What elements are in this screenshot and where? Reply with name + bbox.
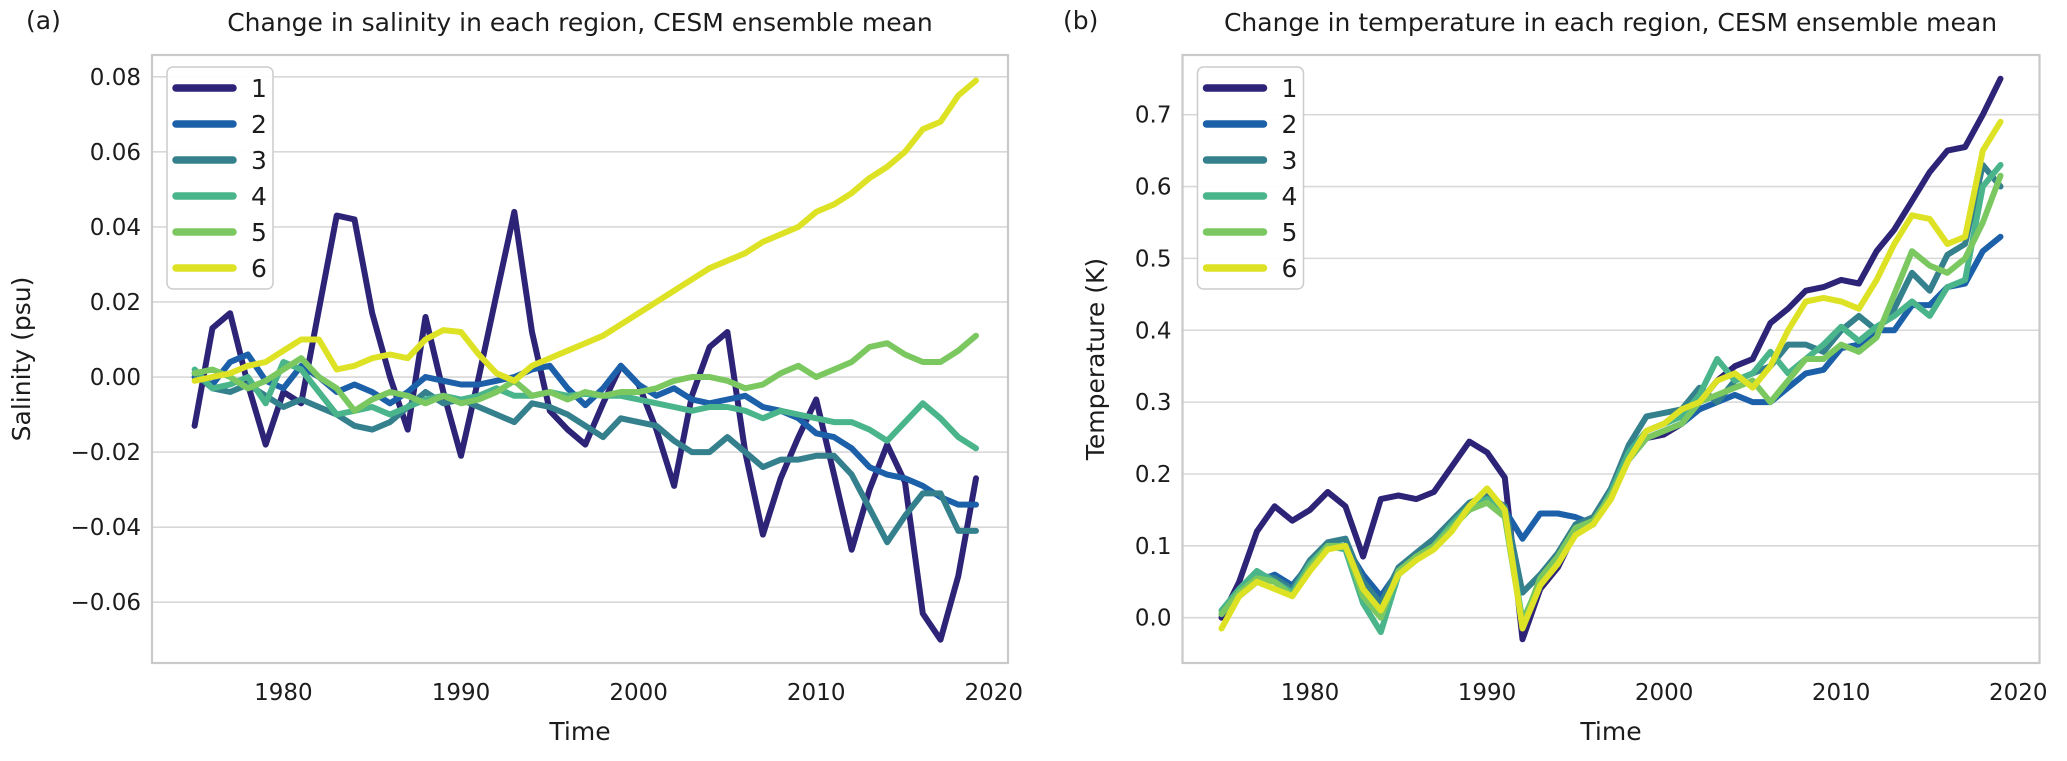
series-6-line <box>1218 118 2004 632</box>
y-axis-label: Temperature (K) <box>1081 258 1110 461</box>
y-axis-label: Salinity (psu) <box>7 277 36 442</box>
legend-label-4: 4 <box>251 182 267 211</box>
y-tick-label: 0.06 <box>90 140 141 166</box>
series-5-line <box>191 332 979 414</box>
y-tick-label: −0.02 <box>71 440 141 466</box>
series-4-line <box>1218 162 2004 636</box>
y-tick-label: −0.06 <box>71 590 141 616</box>
x-tick-label: 2010 <box>1812 680 1871 706</box>
series-1-line <box>1218 75 2004 643</box>
legend: 1 2 3 4 5 6 <box>1196 66 1305 290</box>
x-tick-label: 2010 <box>787 680 846 706</box>
plot-border <box>1181 53 2041 665</box>
x-tick-label: 1990 <box>1458 680 1517 706</box>
legend-label-6: 6 <box>1282 254 1298 283</box>
series-6-line <box>191 77 979 384</box>
y-tick-label: 0.6 <box>1135 175 1172 201</box>
panel-label-a: (a) <box>26 6 61 35</box>
legend-label-5: 5 <box>251 218 267 247</box>
legend: 1 2 3 4 5 6 <box>166 66 274 290</box>
x-tick-label: 2000 <box>1635 680 1694 706</box>
series-3-line <box>191 370 979 546</box>
y-tick-label: 0.3 <box>1135 390 1172 416</box>
x-axis-label: Time <box>1579 717 1641 746</box>
y-tick-label: 0.04 <box>90 215 141 241</box>
plot-border <box>150 53 1010 665</box>
panel-b: (b) Change in temperature in each region… <box>1033 0 2067 761</box>
x-tick-label: 1980 <box>254 680 313 706</box>
legend-label-1: 1 <box>1282 74 1298 103</box>
temperature-chart-svg: 1980 1990 2000 2010 2020 0.7 0.6 0.5 0.4 0.3 0.2 0.… <box>1081 53 2048 746</box>
y-tick-label: 0.4 <box>1135 318 1172 344</box>
legend-label-3: 3 <box>1282 146 1298 175</box>
y-tick-label: 0.00 <box>90 365 141 391</box>
legend-label-2: 2 <box>1282 110 1298 139</box>
y-tick-label: 0.2 <box>1135 462 1172 488</box>
x-tick-label: 2020 <box>965 680 1024 706</box>
legend-label-1: 1 <box>251 74 267 103</box>
y-tick-label: 0.1 <box>1135 534 1172 560</box>
series-1-line <box>191 208 979 643</box>
x-tick-label: 1980 <box>1281 680 1340 706</box>
y-tick-label: 0.0 <box>1135 606 1172 632</box>
y-tick-label: 0.08 <box>90 65 141 91</box>
legend-label-2: 2 <box>251 110 267 139</box>
legend-label-4: 4 <box>1282 182 1298 211</box>
panel-a: (a) Change in salinity in each region, C… <box>0 0 1033 761</box>
legend-label-5: 5 <box>1282 218 1298 247</box>
chart-title-salinity: Change in salinity in each region, CESM … <box>227 8 933 37</box>
x-tick-label: 2020 <box>1989 680 2048 706</box>
y-tick-label: −0.04 <box>71 515 141 541</box>
legend-label-6: 6 <box>251 254 267 283</box>
chart-title-temperature: Change in temperature in each region, CE… <box>1223 8 1998 37</box>
y-tick-label: 0.02 <box>90 290 141 316</box>
y-tick-label: 0.5 <box>1135 246 1172 272</box>
panel-label-b: (b) <box>1063 6 1099 35</box>
x-tick-label: 1990 <box>432 680 491 706</box>
y-tick-label: 0.7 <box>1135 103 1172 129</box>
x-tick-label: 2000 <box>609 680 668 706</box>
x-axis-label: Time <box>548 717 610 746</box>
series-2-line <box>1218 233 2004 618</box>
salinity-chart-svg: 1980 1990 2000 2010 2020 0.08 0.06 0.04 0.02 0.00… <box>7 53 1024 746</box>
legend-label-3: 3 <box>251 146 267 175</box>
